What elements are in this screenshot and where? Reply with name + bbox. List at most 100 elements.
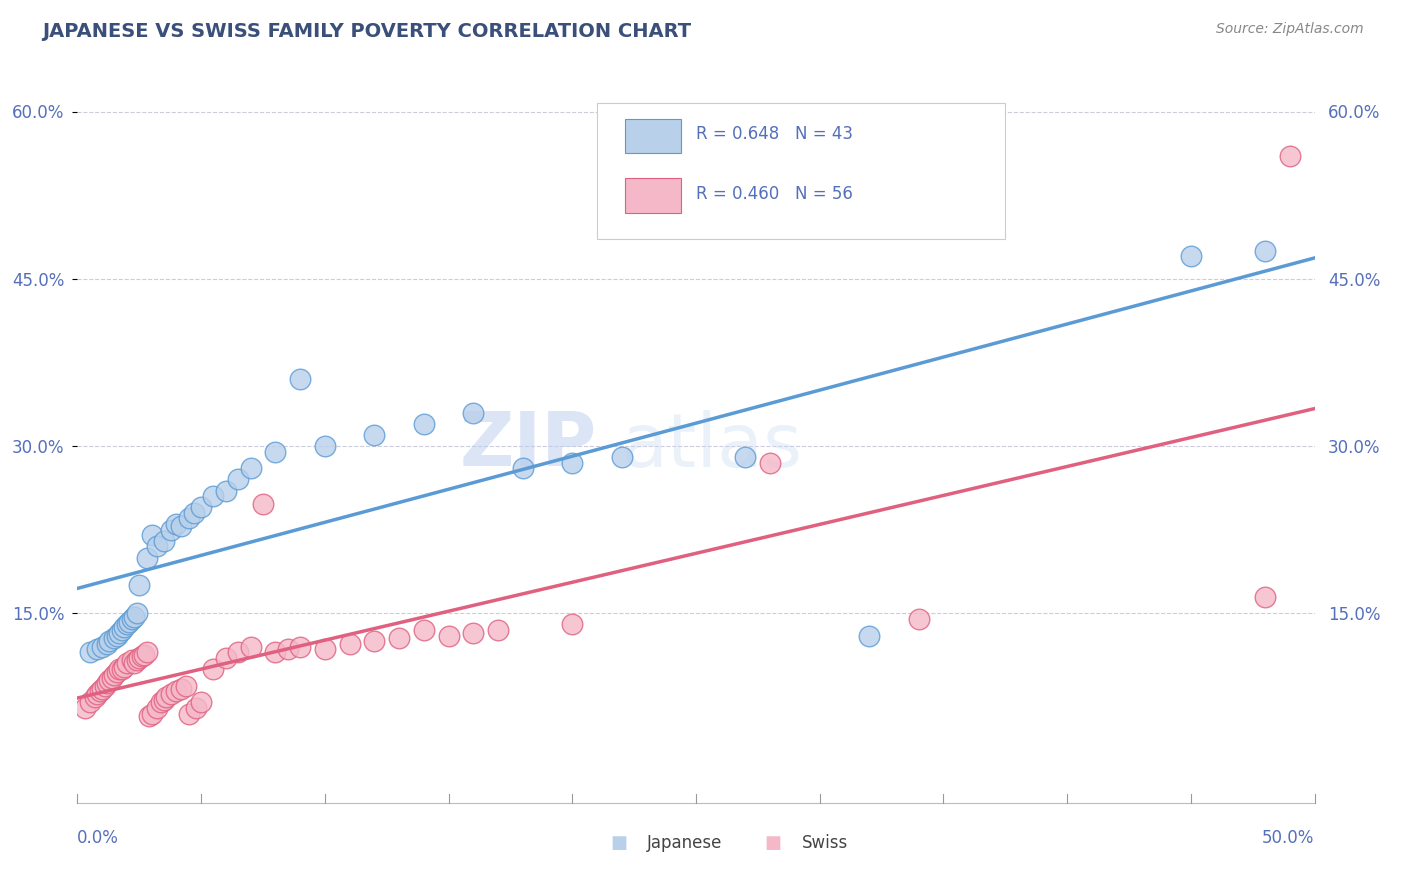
Bar <box>626 178 681 212</box>
Point <box>118 615 141 630</box>
Text: Japanese: Japanese <box>647 834 723 852</box>
Point <box>112 660 135 674</box>
Point <box>1254 244 1277 258</box>
Text: ZIP: ZIP <box>460 409 598 483</box>
Point <box>170 681 193 696</box>
Point <box>463 626 485 640</box>
Text: JAPANESE VS SWISS FAMILY POVERTY CORRELATION CHART: JAPANESE VS SWISS FAMILY POVERTY CORRELA… <box>42 22 692 41</box>
Point <box>135 550 157 565</box>
Point <box>190 696 212 710</box>
Point <box>388 631 411 645</box>
Point <box>79 696 101 710</box>
Point <box>112 619 135 633</box>
Point <box>1254 590 1277 604</box>
Point <box>339 637 361 651</box>
Point <box>121 612 143 626</box>
Point <box>202 489 225 503</box>
Point <box>105 665 128 680</box>
Point <box>125 607 148 621</box>
Text: ■: ■ <box>610 834 627 852</box>
Point <box>86 642 108 657</box>
Point <box>135 645 157 659</box>
Text: Source: ZipAtlas.com: Source: ZipAtlas.com <box>1216 22 1364 37</box>
Point <box>122 657 145 671</box>
Point <box>111 623 134 637</box>
Point <box>858 628 880 642</box>
Point <box>264 645 287 659</box>
Point <box>1278 149 1301 163</box>
Point <box>215 483 238 498</box>
Point <box>103 667 125 681</box>
Point <box>138 708 160 723</box>
FancyBboxPatch shape <box>598 103 1005 239</box>
Point <box>412 623 434 637</box>
Point <box>252 497 274 511</box>
Point <box>101 671 124 685</box>
Point <box>226 473 249 487</box>
Point <box>141 706 163 721</box>
Text: 0.0%: 0.0% <box>77 829 120 847</box>
Point <box>759 456 782 470</box>
Point <box>83 690 105 704</box>
Point <box>277 642 299 657</box>
Text: R = 0.460   N = 56: R = 0.460 N = 56 <box>696 186 853 203</box>
Point <box>226 645 249 659</box>
Point <box>314 439 336 453</box>
Point <box>160 687 183 701</box>
Point <box>108 626 131 640</box>
Point <box>1180 250 1202 264</box>
Point <box>165 517 187 532</box>
Point <box>128 651 150 665</box>
Point <box>89 684 111 698</box>
Text: ■: ■ <box>765 834 782 852</box>
Point <box>91 681 114 696</box>
Point <box>103 631 125 645</box>
Point <box>122 609 145 624</box>
Point <box>128 578 150 592</box>
Point <box>98 634 121 648</box>
Point <box>165 684 187 698</box>
Point <box>202 662 225 676</box>
Point <box>561 617 583 632</box>
Point <box>153 533 176 548</box>
Point <box>239 640 262 654</box>
Point <box>115 617 138 632</box>
Point <box>734 450 756 465</box>
Point <box>363 634 385 648</box>
Point <box>111 662 134 676</box>
Point <box>121 653 143 667</box>
Point <box>134 648 156 662</box>
Bar <box>626 120 681 153</box>
Point <box>215 651 238 665</box>
Point <box>105 628 128 642</box>
Point <box>79 645 101 659</box>
Point <box>184 701 207 715</box>
Point <box>155 690 177 704</box>
Point <box>145 701 167 715</box>
Point <box>239 461 262 475</box>
Text: R = 0.648   N = 43: R = 0.648 N = 43 <box>696 125 853 143</box>
Point <box>288 640 311 654</box>
Point <box>150 696 173 710</box>
Point <box>190 500 212 515</box>
Point <box>288 372 311 386</box>
Point <box>610 450 633 465</box>
Point <box>177 511 200 525</box>
Point <box>115 657 138 671</box>
Point <box>153 693 176 707</box>
Point <box>131 648 153 663</box>
Point <box>98 673 121 687</box>
Point <box>177 706 200 721</box>
Point <box>96 637 118 651</box>
Point <box>437 628 460 642</box>
Point <box>108 662 131 676</box>
Point <box>486 623 509 637</box>
Point <box>96 676 118 690</box>
Text: atlas: atlas <box>621 409 803 483</box>
Point <box>412 417 434 431</box>
Point <box>907 612 929 626</box>
Point <box>160 523 183 537</box>
Text: Swiss: Swiss <box>801 834 848 852</box>
Point <box>174 679 197 693</box>
Point <box>183 506 205 520</box>
